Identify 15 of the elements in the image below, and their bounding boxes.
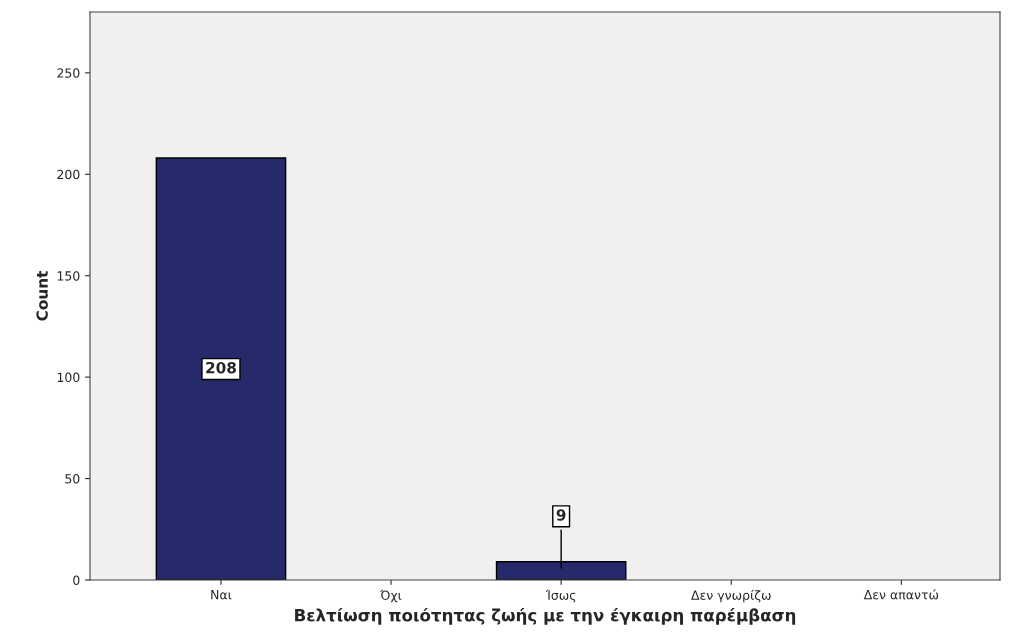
y-tick-label: 0 <box>73 575 80 585</box>
y-tick-label: 250 <box>57 68 80 78</box>
x-tick-label: Ναι <box>211 590 232 600</box>
y-tick-label: 200 <box>57 169 80 180</box>
data-label: 9 <box>556 509 566 521</box>
y-axis-title: Count <box>36 270 48 321</box>
x-tick-label: Δεν απαντώ <box>863 589 939 600</box>
y-tick-label: 50 <box>65 474 80 484</box>
x-tick-label: Όχι <box>380 589 402 603</box>
x-axis-title: Βελτίωση ποιότητας ζωής με την έγκαιρη παρέμβαση <box>295 607 796 625</box>
x-tick-label: Δεν γνωρίζω <box>691 589 771 603</box>
data-label: 208 <box>206 361 236 374</box>
y-tick-label: 100 <box>57 372 80 383</box>
x-tick-label: Ίσως <box>545 589 576 603</box>
y-tick-label: 150 <box>57 271 80 281</box>
